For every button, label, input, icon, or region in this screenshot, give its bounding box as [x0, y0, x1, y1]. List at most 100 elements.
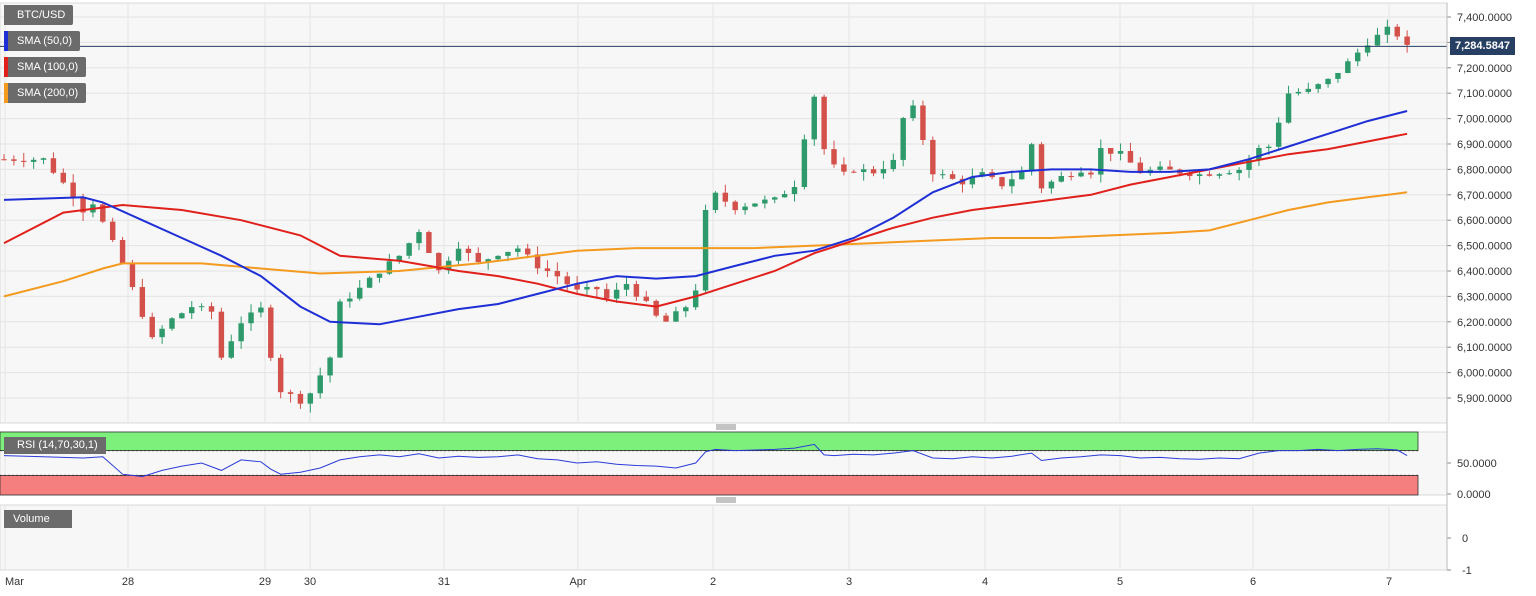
- candle-body: [762, 199, 768, 204]
- sma100-swatch: [4, 57, 8, 77]
- candle-body: [900, 118, 906, 160]
- candle-body: [297, 393, 304, 404]
- candle-body: [752, 203, 758, 207]
- candle-body: [317, 375, 323, 394]
- sma50-swatch: [4, 31, 8, 51]
- candle-body: [406, 243, 412, 256]
- candle-body: [327, 357, 333, 376]
- rsi-tag[interactable]: RSI (14,70,30,1): [4, 437, 106, 454]
- sma100-tag[interactable]: SMA (100,0): [4, 57, 87, 77]
- candle-body: [1305, 88, 1312, 92]
- price-tick-label: 6,000.0000: [1457, 368, 1512, 380]
- candle-body: [1107, 147, 1114, 154]
- candle-body: [584, 286, 590, 290]
- candle-body: [50, 158, 57, 173]
- candle-body: [277, 357, 284, 393]
- volume-pane: [0, 504, 1448, 571]
- price-tick-label: 6,400.0000: [1457, 266, 1512, 278]
- candle-body: [702, 209, 709, 291]
- candle-body: [1167, 166, 1173, 170]
- candle-body: [426, 232, 432, 253]
- candle-body: [534, 254, 541, 269]
- sma50-label: SMA (50,0): [17, 35, 73, 47]
- candle-body: [890, 159, 897, 170]
- sma100-line: [3, 132, 1408, 308]
- candle-body: [772, 197, 778, 200]
- candle-body: [653, 300, 659, 316]
- sma100-label: SMA (100,0): [17, 61, 79, 73]
- candle-body: [455, 248, 462, 261]
- candle-body: [1335, 72, 1341, 79]
- candle-body: [1187, 173, 1193, 177]
- candle-body: [821, 96, 827, 150]
- candle-body: [623, 284, 630, 290]
- price-tick-label: 6,500.0000: [1457, 241, 1512, 253]
- candle-body: [119, 239, 126, 264]
- main-pane: [0, 2, 1448, 424]
- candle-body: [100, 204, 106, 222]
- date-tick-label: 30: [304, 576, 316, 588]
- candle-body: [1058, 175, 1064, 182]
- rsi-oversold-zone: [0, 474, 1419, 496]
- candle-body: [1374, 34, 1381, 46]
- candle-body: [949, 174, 956, 179]
- candle-body: [1236, 169, 1242, 174]
- candle-body: [1266, 146, 1272, 148]
- candle-body: [30, 159, 37, 162]
- rsi-tick-label: 0.0000: [1457, 489, 1491, 501]
- candle-body: [801, 139, 808, 188]
- candle-body: [258, 307, 264, 313]
- candle-body: [979, 172, 985, 177]
- price-tick-label: 6,200.0000: [1457, 317, 1512, 329]
- candle-body: [722, 192, 729, 202]
- candle-body: [1117, 151, 1124, 154]
- sma200-tag[interactable]: SMA (200,0): [4, 83, 87, 103]
- candle-body: [999, 177, 1005, 187]
- candle-body: [1, 159, 7, 161]
- candle-body: [248, 312, 254, 324]
- price-tick-label: 6,100.0000: [1457, 342, 1512, 354]
- candle-body: [1285, 93, 1292, 123]
- candle-body: [643, 296, 649, 301]
- candle-body: [11, 159, 17, 161]
- candle-body: [396, 255, 402, 262]
- candle-body: [742, 206, 748, 211]
- candle-body: [1088, 172, 1094, 175]
- candle-body: [1246, 159, 1252, 170]
- current-price-tag: 7,284.5847: [1450, 37, 1516, 56]
- date-tick-label: Mar: [5, 576, 24, 588]
- candle-body: [189, 307, 195, 314]
- candle-body: [347, 298, 353, 302]
- sma50-tag[interactable]: SMA (50,0): [4, 31, 81, 51]
- candle-body: [198, 306, 205, 308]
- date-tick-label: 6: [1250, 576, 1256, 588]
- price-tick-label: 5,900.0000: [1457, 393, 1512, 405]
- candle-body: [544, 268, 551, 272]
- candles: [1, 19, 1410, 413]
- candle-body: [179, 313, 185, 319]
- candle-body: [594, 286, 600, 290]
- candle-body: [21, 160, 27, 162]
- candle-body: [208, 306, 215, 312]
- symbol-tag: BTC/USD: [4, 5, 74, 25]
- candle-body: [465, 248, 472, 253]
- candle-body: [376, 273, 383, 278]
- candle-body: [436, 252, 442, 271]
- price-tick-label: 6,300.0000: [1457, 291, 1512, 303]
- volume-tag[interactable]: Volume: [4, 510, 72, 528]
- candle-body: [1226, 173, 1232, 175]
- candle-body: [60, 172, 67, 183]
- price-tick-label: 7,200.0000: [1457, 63, 1512, 75]
- candle-body: [1394, 26, 1400, 37]
- candle-body: [1206, 174, 1213, 176]
- candle-body: [1216, 174, 1223, 176]
- candle-body: [416, 232, 422, 244]
- candle-body: [831, 149, 837, 165]
- candle-body: [70, 182, 76, 198]
- date-tick-label: 29: [259, 576, 271, 588]
- candle-body: [1028, 144, 1035, 172]
- rsi-overbought-zone: [0, 431, 1419, 452]
- candle-body: [307, 393, 314, 404]
- candle-body: [1038, 144, 1045, 189]
